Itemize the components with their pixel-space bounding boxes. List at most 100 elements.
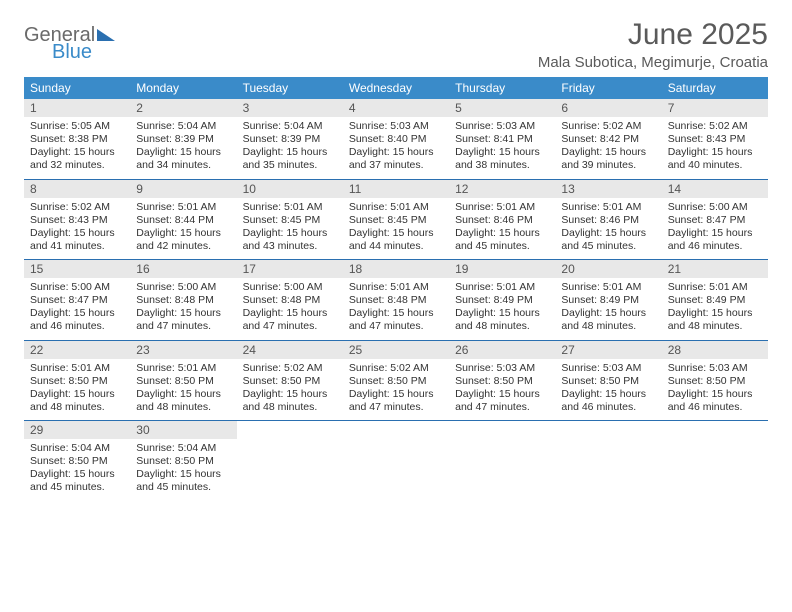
day-number: 27	[555, 341, 661, 359]
day-content: Sunrise: 5:01 AMSunset: 8:48 PMDaylight:…	[343, 278, 449, 340]
calendar-week-row: 29Sunrise: 5:04 AMSunset: 8:50 PMDayligh…	[24, 421, 768, 501]
location-text: Mala Subotica, Megimurje, Croatia	[538, 54, 768, 71]
calendar-day-cell: 19Sunrise: 5:01 AMSunset: 8:49 PMDayligh…	[449, 260, 555, 341]
day-number: 17	[237, 260, 343, 278]
day-number: 25	[343, 341, 449, 359]
calendar-day-cell: 8Sunrise: 5:02 AMSunset: 8:43 PMDaylight…	[24, 179, 130, 260]
calendar-day-cell: 2Sunrise: 5:04 AMSunset: 8:39 PMDaylight…	[130, 99, 236, 179]
day-number: 15	[24, 260, 130, 278]
calendar-week-row: 22Sunrise: 5:01 AMSunset: 8:50 PMDayligh…	[24, 340, 768, 421]
calendar-day-cell: 25Sunrise: 5:02 AMSunset: 8:50 PMDayligh…	[343, 340, 449, 421]
weekday-header: Sunday	[24, 77, 130, 99]
day-content: Sunrise: 5:01 AMSunset: 8:45 PMDaylight:…	[343, 198, 449, 260]
calendar-day-cell: 16Sunrise: 5:00 AMSunset: 8:48 PMDayligh…	[130, 260, 236, 341]
day-number: 28	[662, 341, 768, 359]
calendar-day-cell: 12Sunrise: 5:01 AMSunset: 8:46 PMDayligh…	[449, 179, 555, 260]
weekday-header: Tuesday	[237, 77, 343, 99]
day-number: 14	[662, 180, 768, 198]
day-content: Sunrise: 5:03 AMSunset: 8:50 PMDaylight:…	[662, 359, 768, 421]
day-number: 9	[130, 180, 236, 198]
day-content: Sunrise: 5:01 AMSunset: 8:46 PMDaylight:…	[449, 198, 555, 260]
header: General Blue June 2025 Mala Subotica, Me…	[24, 18, 768, 71]
calendar-day-cell: 14Sunrise: 5:00 AMSunset: 8:47 PMDayligh…	[662, 179, 768, 260]
day-content: Sunrise: 5:02 AMSunset: 8:43 PMDaylight:…	[24, 198, 130, 260]
calendar-day-cell: 22Sunrise: 5:01 AMSunset: 8:50 PMDayligh…	[24, 340, 130, 421]
calendar-day-cell: 28Sunrise: 5:03 AMSunset: 8:50 PMDayligh…	[662, 340, 768, 421]
weekday-header: Thursday	[449, 77, 555, 99]
calendar-day-cell: 13Sunrise: 5:01 AMSunset: 8:46 PMDayligh…	[555, 179, 661, 260]
calendar-week-row: 15Sunrise: 5:00 AMSunset: 8:47 PMDayligh…	[24, 260, 768, 341]
weekday-header: Saturday	[662, 77, 768, 99]
day-content: Sunrise: 5:04 AMSunset: 8:50 PMDaylight:…	[130, 439, 236, 501]
calendar-day-cell: 4Sunrise: 5:03 AMSunset: 8:40 PMDaylight…	[343, 99, 449, 179]
calendar-day-cell	[662, 421, 768, 501]
calendar-table: Sunday Monday Tuesday Wednesday Thursday…	[24, 77, 768, 501]
calendar-day-cell: 6Sunrise: 5:02 AMSunset: 8:42 PMDaylight…	[555, 99, 661, 179]
day-content: Sunrise: 5:04 AMSunset: 8:39 PMDaylight:…	[237, 117, 343, 179]
day-number: 7	[662, 99, 768, 117]
day-content: Sunrise: 5:01 AMSunset: 8:49 PMDaylight:…	[449, 278, 555, 340]
calendar-day-cell: 26Sunrise: 5:03 AMSunset: 8:50 PMDayligh…	[449, 340, 555, 421]
day-content: Sunrise: 5:03 AMSunset: 8:41 PMDaylight:…	[449, 117, 555, 179]
day-number: 11	[343, 180, 449, 198]
day-content: Sunrise: 5:04 AMSunset: 8:39 PMDaylight:…	[130, 117, 236, 179]
day-content: Sunrise: 5:00 AMSunset: 8:48 PMDaylight:…	[130, 278, 236, 340]
day-content: Sunrise: 5:01 AMSunset: 8:49 PMDaylight:…	[662, 278, 768, 340]
day-content: Sunrise: 5:01 AMSunset: 8:49 PMDaylight:…	[555, 278, 661, 340]
weekday-header: Friday	[555, 77, 661, 99]
day-content: Sunrise: 5:02 AMSunset: 8:42 PMDaylight:…	[555, 117, 661, 179]
calendar-day-cell: 3Sunrise: 5:04 AMSunset: 8:39 PMDaylight…	[237, 99, 343, 179]
day-content: Sunrise: 5:00 AMSunset: 8:47 PMDaylight:…	[24, 278, 130, 340]
day-content: Sunrise: 5:02 AMSunset: 8:43 PMDaylight:…	[662, 117, 768, 179]
calendar-day-cell	[343, 421, 449, 501]
day-number: 19	[449, 260, 555, 278]
day-content: Sunrise: 5:01 AMSunset: 8:46 PMDaylight:…	[555, 198, 661, 260]
day-number: 16	[130, 260, 236, 278]
day-number: 30	[130, 421, 236, 439]
day-number: 29	[24, 421, 130, 439]
day-content: Sunrise: 5:03 AMSunset: 8:40 PMDaylight:…	[343, 117, 449, 179]
calendar-day-cell: 30Sunrise: 5:04 AMSunset: 8:50 PMDayligh…	[130, 421, 236, 501]
day-number: 22	[24, 341, 130, 359]
calendar-day-cell: 5Sunrise: 5:03 AMSunset: 8:41 PMDaylight…	[449, 99, 555, 179]
day-number: 23	[130, 341, 236, 359]
calendar-week-row: 8Sunrise: 5:02 AMSunset: 8:43 PMDaylight…	[24, 179, 768, 260]
day-number: 13	[555, 180, 661, 198]
calendar-day-cell: 11Sunrise: 5:01 AMSunset: 8:45 PMDayligh…	[343, 179, 449, 260]
day-content: Sunrise: 5:04 AMSunset: 8:50 PMDaylight:…	[24, 439, 130, 501]
logo-sail-icon	[97, 29, 115, 41]
weekday-header-row: Sunday Monday Tuesday Wednesday Thursday…	[24, 77, 768, 99]
day-number: 8	[24, 180, 130, 198]
day-number: 20	[555, 260, 661, 278]
calendar-day-cell: 20Sunrise: 5:01 AMSunset: 8:49 PMDayligh…	[555, 260, 661, 341]
day-content: Sunrise: 5:01 AMSunset: 8:50 PMDaylight:…	[24, 359, 130, 421]
calendar-day-cell: 10Sunrise: 5:01 AMSunset: 8:45 PMDayligh…	[237, 179, 343, 260]
calendar-day-cell: 24Sunrise: 5:02 AMSunset: 8:50 PMDayligh…	[237, 340, 343, 421]
calendar-day-cell: 1Sunrise: 5:05 AMSunset: 8:38 PMDaylight…	[24, 99, 130, 179]
day-content: Sunrise: 5:00 AMSunset: 8:48 PMDaylight:…	[237, 278, 343, 340]
day-number: 4	[343, 99, 449, 117]
logo: General Blue	[24, 18, 115, 64]
day-content: Sunrise: 5:03 AMSunset: 8:50 PMDaylight:…	[449, 359, 555, 421]
day-number: 3	[237, 99, 343, 117]
day-content: Sunrise: 5:00 AMSunset: 8:47 PMDaylight:…	[662, 198, 768, 260]
day-content: Sunrise: 5:02 AMSunset: 8:50 PMDaylight:…	[343, 359, 449, 421]
day-number: 18	[343, 260, 449, 278]
day-content: Sunrise: 5:01 AMSunset: 8:50 PMDaylight:…	[130, 359, 236, 421]
calendar-day-cell: 17Sunrise: 5:00 AMSunset: 8:48 PMDayligh…	[237, 260, 343, 341]
calendar-week-row: 1Sunrise: 5:05 AMSunset: 8:38 PMDaylight…	[24, 99, 768, 179]
day-content: Sunrise: 5:05 AMSunset: 8:38 PMDaylight:…	[24, 117, 130, 179]
day-content: Sunrise: 5:03 AMSunset: 8:50 PMDaylight:…	[555, 359, 661, 421]
calendar-day-cell: 27Sunrise: 5:03 AMSunset: 8:50 PMDayligh…	[555, 340, 661, 421]
day-content: Sunrise: 5:02 AMSunset: 8:50 PMDaylight:…	[237, 359, 343, 421]
day-number: 6	[555, 99, 661, 117]
calendar-day-cell: 15Sunrise: 5:00 AMSunset: 8:47 PMDayligh…	[24, 260, 130, 341]
weekday-header: Monday	[130, 77, 236, 99]
day-number: 21	[662, 260, 768, 278]
calendar-day-cell	[555, 421, 661, 501]
day-number: 10	[237, 180, 343, 198]
weekday-header: Wednesday	[343, 77, 449, 99]
day-number: 26	[449, 341, 555, 359]
day-number: 24	[237, 341, 343, 359]
calendar-day-cell: 7Sunrise: 5:02 AMSunset: 8:43 PMDaylight…	[662, 99, 768, 179]
